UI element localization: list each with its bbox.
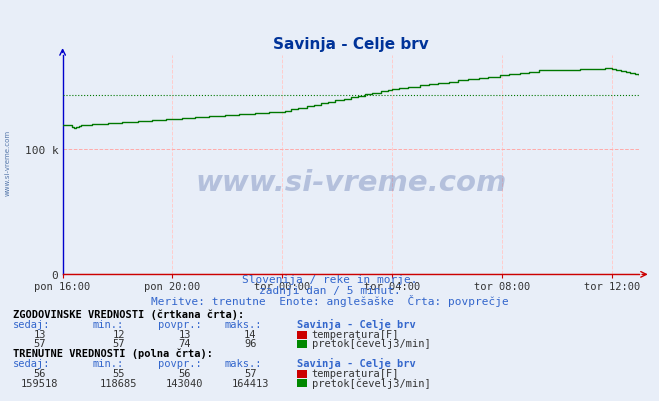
Text: min.:: min.: <box>92 320 123 330</box>
Text: sedaj:: sedaj: <box>13 320 51 330</box>
Text: 96: 96 <box>244 338 256 348</box>
Text: Savinja - Celje brv: Savinja - Celje brv <box>297 319 415 330</box>
Text: 13: 13 <box>34 330 45 340</box>
Text: povpr.:: povpr.: <box>158 320 202 330</box>
Text: 57: 57 <box>244 368 256 378</box>
Text: Slovenija / reke in morje.: Slovenija / reke in morje. <box>242 275 417 285</box>
Text: temperatura[F]: temperatura[F] <box>312 330 399 340</box>
Text: 74: 74 <box>179 338 190 348</box>
Text: 159518: 159518 <box>21 378 58 388</box>
Text: temperatura[F]: temperatura[F] <box>312 368 399 378</box>
Text: min.:: min.: <box>92 358 123 369</box>
Text: Meritve: trenutne  Enote: anglešaške  Črta: povprečje: Meritve: trenutne Enote: anglešaške Črta… <box>151 294 508 306</box>
Text: 164413: 164413 <box>232 378 269 388</box>
Text: Savinja - Celje brv: Savinja - Celje brv <box>297 358 415 369</box>
Text: povpr.:: povpr.: <box>158 358 202 369</box>
Text: 55: 55 <box>113 368 125 378</box>
Text: zadnji dan / 5 minut.: zadnji dan / 5 minut. <box>258 286 401 296</box>
Text: 56: 56 <box>34 368 45 378</box>
Text: 13: 13 <box>179 330 190 340</box>
Text: 57: 57 <box>34 338 45 348</box>
Text: 118685: 118685 <box>100 378 137 388</box>
Text: pretok[čevelj3/min]: pretok[čevelj3/min] <box>312 377 430 388</box>
Text: maks.:: maks.: <box>224 358 262 369</box>
Text: 14: 14 <box>244 330 256 340</box>
Text: TRENUTNE VREDNOSTI (polna črta):: TRENUTNE VREDNOSTI (polna črta): <box>13 348 213 358</box>
Text: 56: 56 <box>179 368 190 378</box>
Text: www.si-vreme.com: www.si-vreme.com <box>5 130 11 195</box>
Text: ZGODOVINSKE VREDNOSTI (črtkana črta):: ZGODOVINSKE VREDNOSTI (črtkana črta): <box>13 308 244 319</box>
Text: pretok[čevelj3/min]: pretok[čevelj3/min] <box>312 338 430 348</box>
Text: 12: 12 <box>113 330 125 340</box>
Text: maks.:: maks.: <box>224 320 262 330</box>
Text: sedaj:: sedaj: <box>13 358 51 369</box>
Text: 57: 57 <box>113 338 125 348</box>
Text: www.si-vreme.com: www.si-vreme.com <box>195 169 507 197</box>
Title: Savinja - Celje brv: Savinja - Celje brv <box>273 37 429 52</box>
Text: 143040: 143040 <box>166 378 203 388</box>
